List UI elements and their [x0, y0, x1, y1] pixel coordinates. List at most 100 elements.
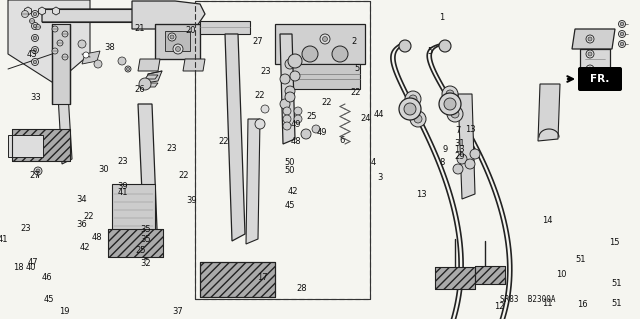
Polygon shape — [165, 31, 190, 51]
Circle shape — [588, 52, 592, 56]
Text: 15: 15 — [609, 238, 620, 247]
Polygon shape — [580, 49, 610, 89]
Circle shape — [399, 40, 411, 52]
Circle shape — [83, 52, 89, 58]
Polygon shape — [538, 84, 560, 141]
Circle shape — [52, 48, 58, 54]
Circle shape — [302, 46, 318, 62]
Circle shape — [586, 50, 594, 58]
Polygon shape — [572, 29, 615, 49]
Circle shape — [283, 115, 291, 123]
Text: 7: 7 — [455, 126, 460, 135]
Circle shape — [125, 66, 131, 72]
Circle shape — [261, 105, 269, 113]
Text: 23: 23 — [260, 67, 271, 76]
Text: 22: 22 — [254, 91, 264, 100]
Text: 27: 27 — [253, 37, 263, 46]
Circle shape — [410, 111, 426, 127]
Circle shape — [31, 34, 38, 41]
Bar — [108, 229, 163, 257]
Polygon shape — [145, 75, 158, 79]
Polygon shape — [225, 34, 245, 241]
Bar — [12, 129, 70, 161]
Text: 33: 33 — [30, 93, 40, 102]
Text: 25: 25 — [307, 112, 317, 121]
Polygon shape — [138, 104, 158, 259]
Text: 35: 35 — [141, 225, 151, 234]
Circle shape — [283, 122, 291, 130]
Circle shape — [447, 106, 463, 122]
Text: 11: 11 — [542, 299, 552, 308]
Circle shape — [33, 36, 36, 40]
Text: 22: 22 — [350, 88, 360, 97]
Circle shape — [586, 65, 594, 73]
Text: 10: 10 — [556, 270, 566, 279]
Text: 22: 22 — [83, 212, 93, 221]
Polygon shape — [132, 1, 205, 29]
Text: 39: 39 — [118, 182, 128, 191]
Text: 23: 23 — [20, 224, 31, 233]
Text: 42: 42 — [79, 243, 90, 252]
Circle shape — [399, 98, 421, 120]
Circle shape — [446, 90, 454, 98]
Text: 5: 5 — [355, 64, 360, 73]
Polygon shape — [155, 24, 200, 59]
Text: 48: 48 — [92, 233, 102, 242]
Circle shape — [620, 22, 624, 26]
Circle shape — [332, 46, 348, 62]
Circle shape — [78, 40, 86, 48]
Circle shape — [255, 119, 265, 129]
Circle shape — [283, 107, 291, 115]
Bar — [200, 262, 275, 297]
Text: 30: 30 — [99, 165, 109, 174]
Text: 16: 16 — [577, 300, 588, 309]
Circle shape — [168, 33, 176, 41]
Text: 46: 46 — [42, 273, 52, 282]
Circle shape — [323, 36, 328, 41]
Polygon shape — [112, 184, 155, 237]
Text: 41: 41 — [0, 235, 8, 244]
Circle shape — [618, 41, 625, 48]
Text: 4: 4 — [371, 158, 376, 167]
Polygon shape — [275, 24, 365, 64]
Text: 13: 13 — [416, 190, 426, 199]
Circle shape — [127, 68, 129, 70]
Text: 8: 8 — [439, 158, 444, 167]
Text: 36: 36 — [77, 220, 87, 229]
Text: 50: 50 — [285, 158, 295, 167]
Text: 13: 13 — [465, 125, 476, 134]
Text: 9: 9 — [442, 145, 447, 154]
Text: 6: 6 — [340, 136, 345, 145]
Bar — [200, 262, 275, 297]
Text: 3: 3 — [377, 173, 382, 182]
Circle shape — [588, 37, 592, 41]
Text: 40: 40 — [26, 263, 36, 272]
Polygon shape — [82, 51, 100, 64]
Text: 51: 51 — [576, 256, 586, 264]
Text: 28: 28 — [297, 284, 307, 293]
Polygon shape — [8, 0, 90, 84]
Circle shape — [22, 11, 29, 18]
Circle shape — [175, 47, 180, 51]
Circle shape — [34, 167, 42, 175]
Bar — [475, 266, 505, 284]
Circle shape — [409, 95, 417, 103]
Bar — [435, 267, 475, 289]
Circle shape — [33, 48, 36, 52]
Circle shape — [33, 60, 36, 64]
Text: 39: 39 — [187, 197, 197, 205]
Circle shape — [285, 86, 295, 96]
Circle shape — [36, 169, 40, 173]
Circle shape — [31, 23, 38, 29]
Text: 25: 25 — [136, 246, 146, 255]
Circle shape — [57, 40, 63, 46]
Circle shape — [405, 91, 421, 107]
Circle shape — [470, 149, 480, 159]
Text: 23: 23 — [118, 157, 128, 166]
Text: 41: 41 — [118, 189, 128, 197]
Text: 34: 34 — [76, 195, 86, 204]
Text: 14: 14 — [542, 216, 552, 225]
Text: 51: 51 — [611, 279, 621, 288]
Circle shape — [173, 44, 183, 54]
Text: 29: 29 — [454, 152, 465, 161]
